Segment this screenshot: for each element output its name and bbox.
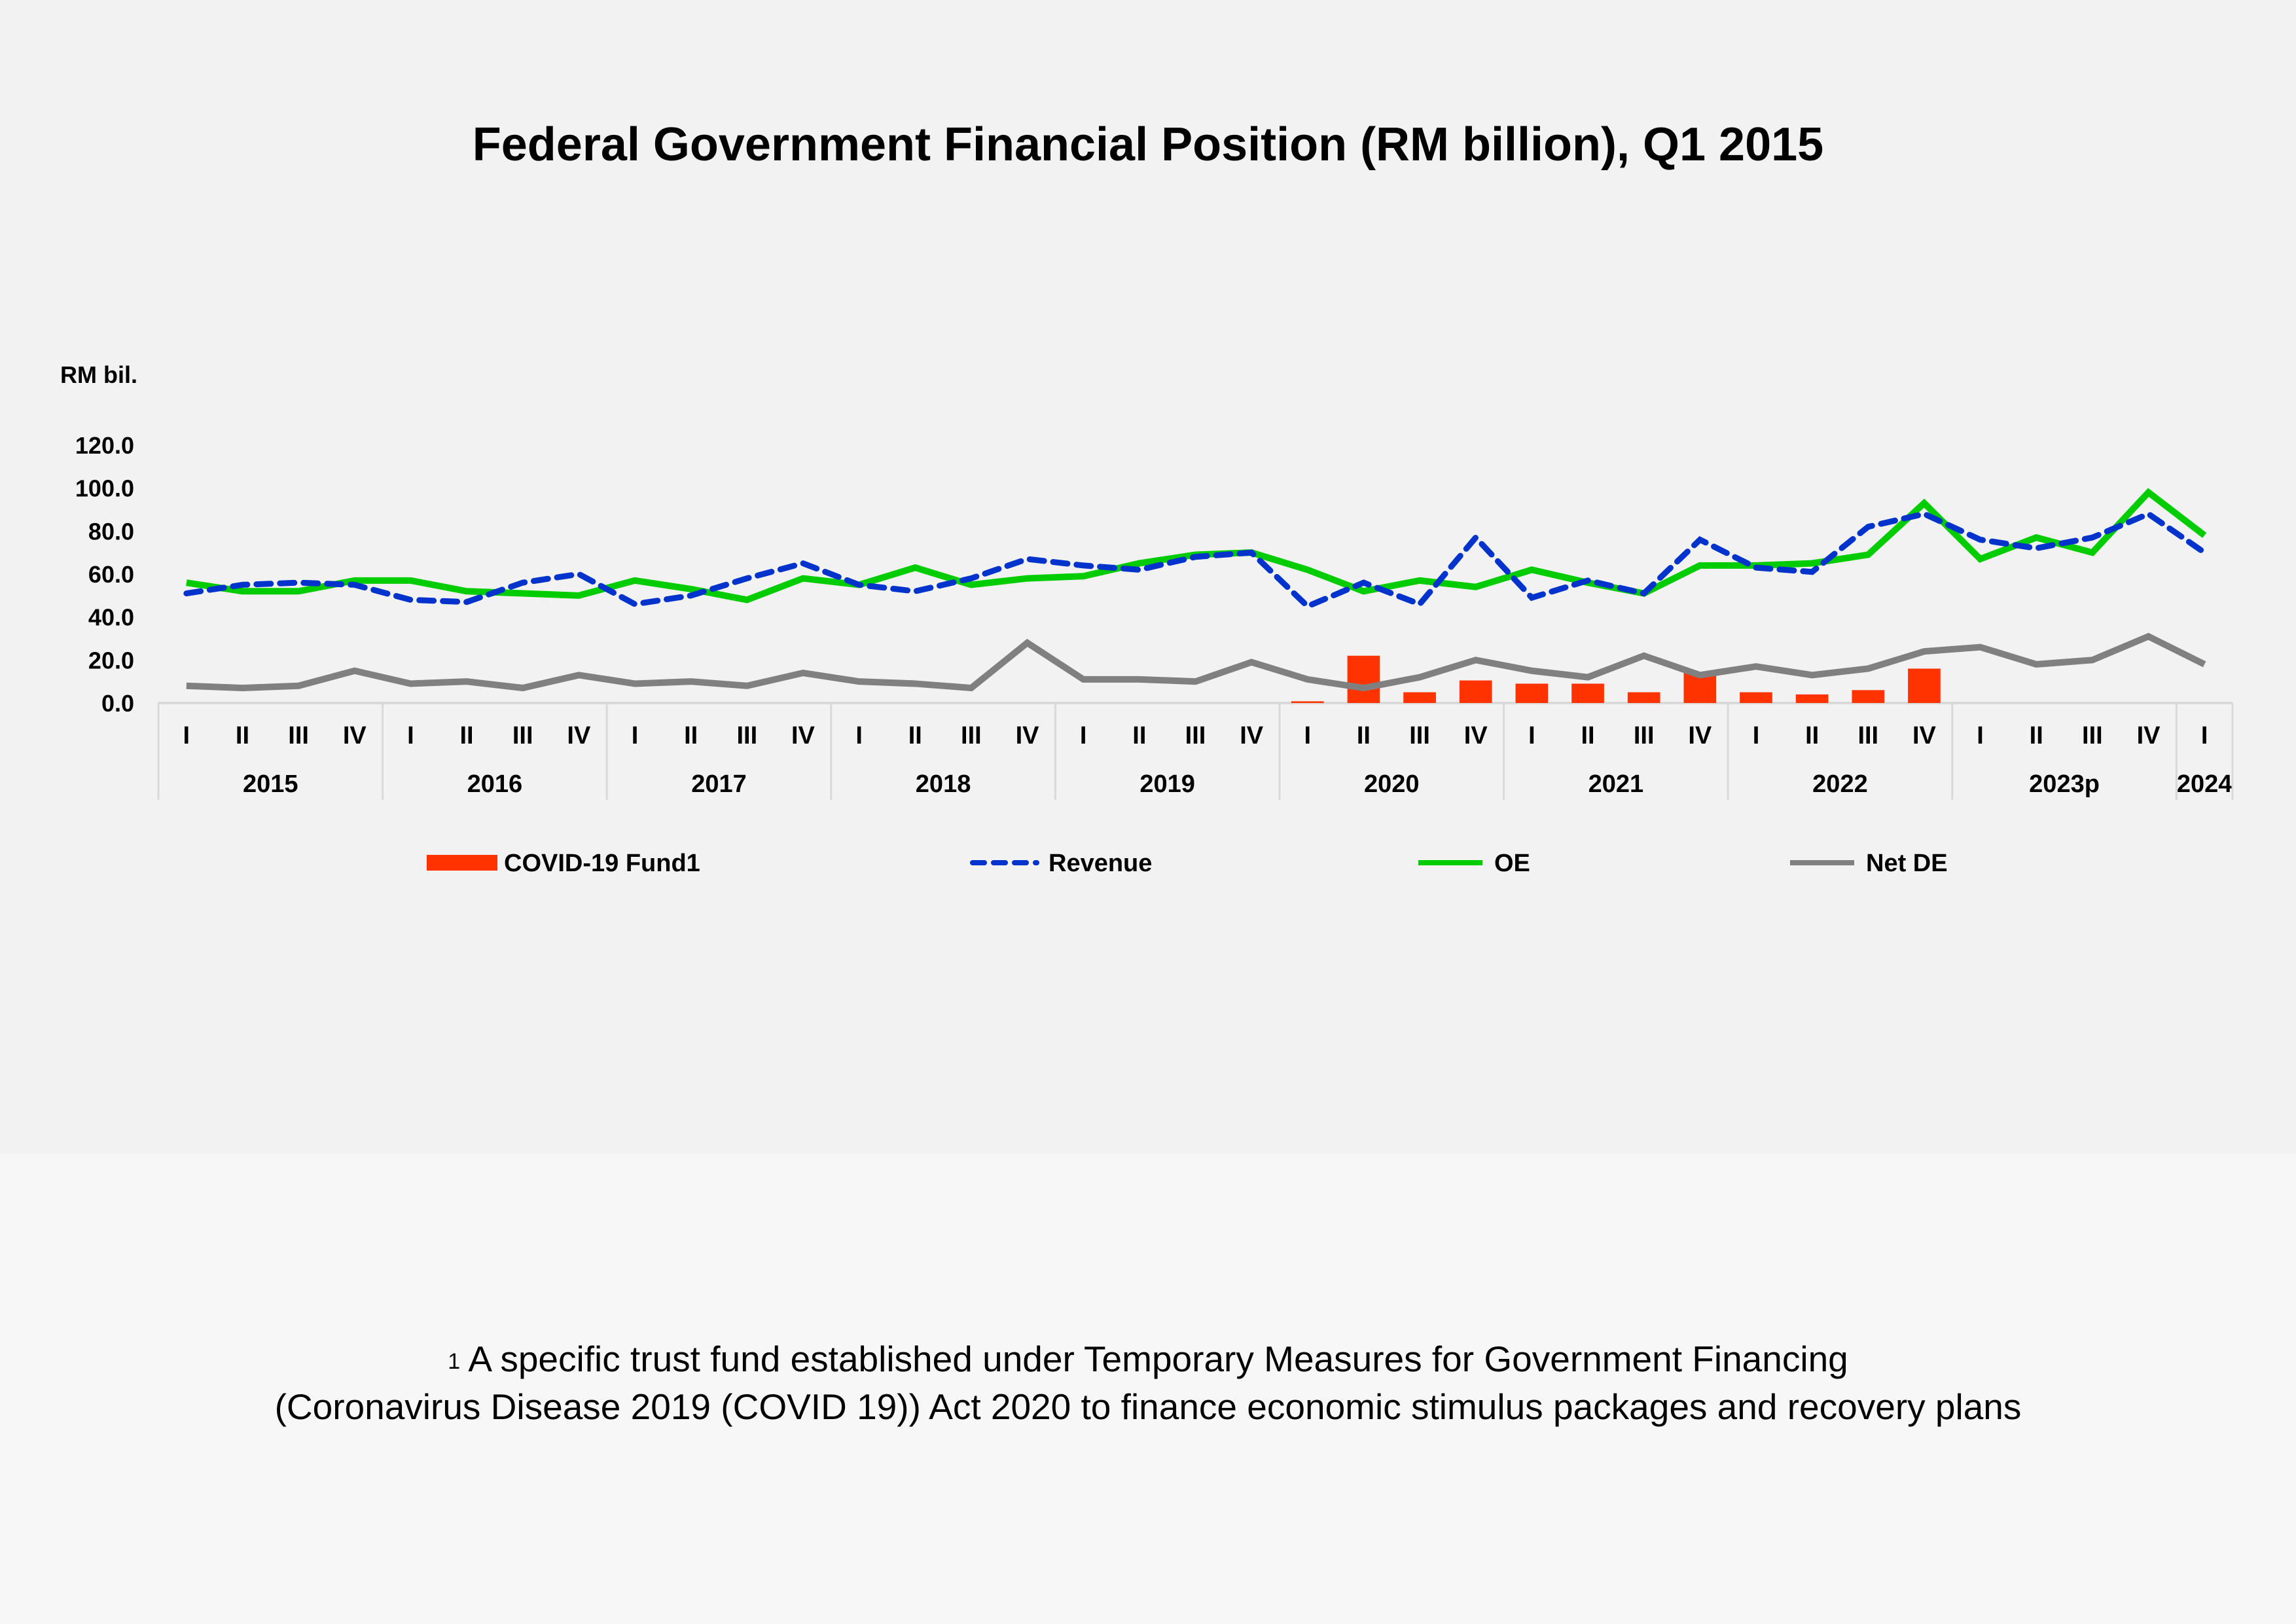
year-label: 2018 <box>916 770 971 798</box>
chart-title: Federal Government Financial Position (R… <box>472 118 1824 171</box>
y-tick-label: 20.0 <box>88 647 134 674</box>
quarter-label: I <box>1304 722 1312 749</box>
y-tick-label: 60.0 <box>88 561 134 588</box>
year-label: 2021 <box>1588 770 1644 798</box>
year-label: 2023p <box>2029 770 2100 798</box>
line-net-de <box>186 632 2206 692</box>
quarter-label: III <box>1857 722 1878 749</box>
year-label: 2020 <box>1364 770 1420 798</box>
y-axis-label: RM bil. <box>60 361 137 388</box>
footnote-line-1: 1 A specific trust fund established unde… <box>0 1335 2296 1383</box>
bar-covid-fund <box>1908 668 1941 703</box>
quarter-label: II <box>1805 722 1819 749</box>
quarter-label: I <box>1528 722 1535 749</box>
year-label: 2017 <box>691 770 747 798</box>
quarter-label: I <box>855 722 863 749</box>
quarter-label: IV <box>791 722 816 749</box>
quarter-label: IV <box>1016 722 1040 749</box>
year-label: 2015 <box>243 770 298 798</box>
quarter-label: I <box>2201 722 2208 749</box>
quarter-label: IV <box>2137 722 2161 749</box>
chart: RM bil. 0.0 20.0 40.0 60.0 80.0 100.0 120.0 2015… <box>60 361 2234 877</box>
bar-covid-fund <box>1795 694 1829 703</box>
bar-covid-fund <box>1347 655 1380 703</box>
quarter-label: III <box>1185 722 1206 749</box>
quarter-label: III <box>736 722 757 749</box>
year-label: 2022 <box>1812 770 1868 798</box>
line-oe <box>186 488 2207 604</box>
quarter-label: II <box>684 722 698 749</box>
bar-covid-fund <box>1627 692 1660 703</box>
year-label: 2016 <box>467 770 523 798</box>
y-tick-label: 120.0 <box>75 432 134 459</box>
y-tick-label: 80.0 <box>88 518 134 545</box>
bar-covid-fund <box>1291 701 1324 703</box>
quarter-label: II <box>2030 722 2043 749</box>
footnote-marker: 1 <box>448 1349 461 1374</box>
quarter-label: IV <box>1240 722 1264 749</box>
quarter-label: II <box>908 722 922 749</box>
quarter-label: III <box>1634 722 1655 749</box>
quarter-label: I <box>1080 722 1087 749</box>
year-label: 2019 <box>1139 770 1195 798</box>
footnote-text-1: A specific trust fund established under … <box>468 1339 1848 1379</box>
chart-background <box>0 0 2296 1154</box>
legend-swatch-covid-fund <box>427 855 497 871</box>
quarter-label: I <box>407 722 414 749</box>
bar-covid-fund <box>1852 690 1885 703</box>
quarter-label: II <box>236 722 249 749</box>
bar-covid-fund <box>1740 692 1772 703</box>
quarter-label: II <box>1581 722 1594 749</box>
line-revenue <box>183 510 2208 610</box>
quarter-label: I <box>1977 722 1984 749</box>
footnote-line-2: (Coronavirus Disease 2019 (COVID 19)) Ac… <box>274 1386 2022 1427</box>
quarter-label: III <box>1409 722 1430 749</box>
quarter-label: IV <box>1688 722 1712 749</box>
bar-covid-fund <box>1403 692 1436 703</box>
quarter-label: IV <box>567 722 591 749</box>
y-tick-label: 40.0 <box>88 604 134 631</box>
y-tick-label: 100.0 <box>75 475 134 502</box>
quarter-label: I <box>183 722 190 749</box>
quarter-label: I <box>1753 722 1760 749</box>
legend-label: Revenue <box>1049 850 1152 877</box>
legend-label: Net DE <box>1866 850 1948 877</box>
quarter-label: II <box>1132 722 1146 749</box>
quarter-label: II <box>460 722 474 749</box>
y-tick-label: 0.0 <box>101 690 134 717</box>
quarter-label: I <box>632 722 639 749</box>
bar-covid-fund <box>1459 680 1492 703</box>
legend-label: COVID-19 Fund1 <box>504 850 700 877</box>
quarter-label: III <box>288 722 309 749</box>
legend-label: OE <box>1494 850 1530 877</box>
bar-covid-fund <box>1515 683 1549 703</box>
quarter-label: IV <box>1912 722 1937 749</box>
quarter-label: II <box>1357 722 1371 749</box>
bar-covid-fund <box>1571 683 1604 703</box>
quarter-label: IV <box>1464 722 1488 749</box>
year-label: 2024 <box>2177 770 2233 798</box>
quarter-label: III <box>2082 722 2103 749</box>
quarter-label: III <box>512 722 533 749</box>
footnote: 1 A specific trust fund established unde… <box>0 1335 2296 1431</box>
quarter-label: IV <box>343 722 367 749</box>
quarter-label: III <box>961 722 982 749</box>
